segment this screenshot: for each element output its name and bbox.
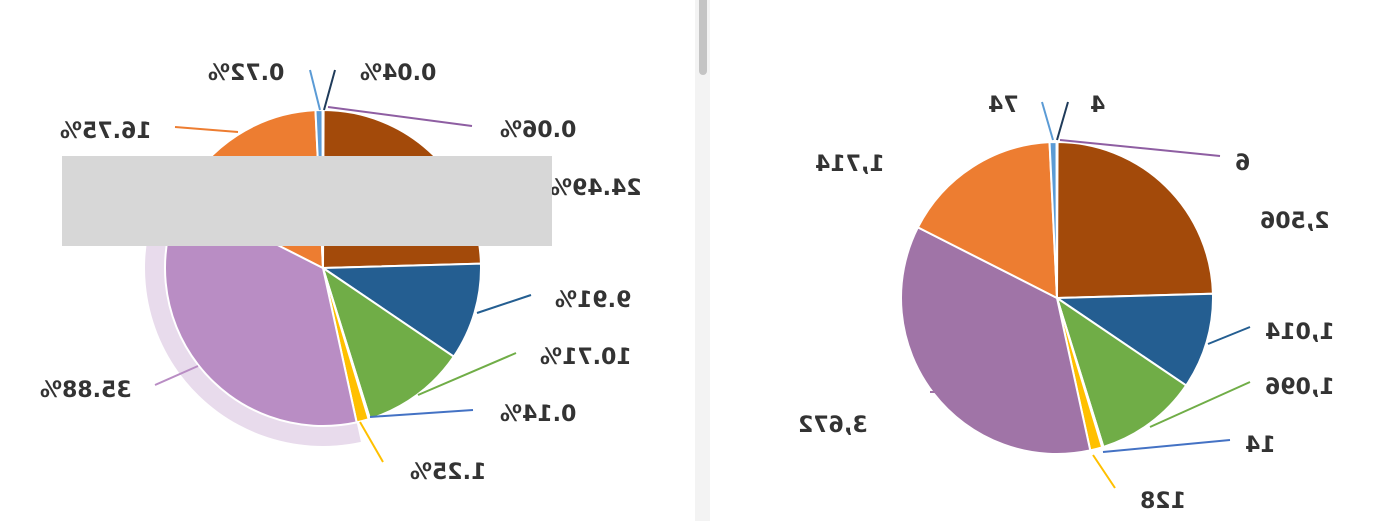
pie-slice[interactable] bbox=[1055, 295, 1188, 449]
slice-data-label: 74 bbox=[988, 93, 1019, 118]
slice-data-label: 0.04% bbox=[360, 61, 436, 86]
slice-data-label: 1,714 bbox=[815, 152, 885, 177]
left-pie-panel: 0.06% 24.49% 9.91% 10.71% 0.14% 1.25% 35.88% 16… bbox=[0, 0, 695, 521]
right-pie-panel: 6 2,506 1,014 1,096 14 128 3,672 1,714 74 4 bbox=[710, 0, 1396, 521]
pie-slice[interactable] bbox=[916, 141, 1059, 300]
slice-data-label: 0.72% bbox=[208, 61, 284, 86]
left-pie-chart[interactable]: 0.06% 24.49% 9.91% 10.71% 0.14% 1.25% 35.88% 16… bbox=[0, 0, 695, 521]
slice-data-label: 2,506 bbox=[1260, 209, 1330, 234]
leader-line bbox=[1092, 454, 1116, 489]
slice-data-label: 3,672 bbox=[798, 413, 868, 438]
leader-line bbox=[323, 69, 336, 111]
slice-data-label: 10.71% bbox=[540, 345, 632, 370]
slice-data-label: 24.49% bbox=[550, 176, 642, 201]
pie-slices bbox=[900, 140, 1214, 455]
pie-slice[interactable] bbox=[1053, 292, 1214, 387]
pie-slice[interactable] bbox=[319, 262, 482, 359]
leader-line bbox=[417, 352, 517, 396]
slice-data-label: 1,096 bbox=[1265, 375, 1335, 400]
leader-line bbox=[369, 409, 474, 418]
scrollbar-thumb[interactable] bbox=[699, 0, 707, 75]
leader-line bbox=[309, 69, 321, 111]
slice-data-label: 35.88% bbox=[40, 378, 132, 403]
scrollbar-track[interactable] bbox=[695, 0, 710, 521]
slice-data-label: 1,014 bbox=[1265, 320, 1335, 345]
leader-line bbox=[1207, 326, 1251, 345]
leader-line bbox=[1102, 439, 1231, 453]
slice-data-label: 1.25% bbox=[410, 460, 486, 485]
leader-line bbox=[174, 126, 239, 133]
slice-data-label: 9.91% bbox=[555, 288, 631, 313]
pie-slices bbox=[145, 108, 482, 446]
leader-line bbox=[327, 106, 473, 127]
slice-data-label: 14 bbox=[1245, 433, 1276, 458]
right-pie-chart[interactable]: 6 2,506 1,014 1,096 14 128 3,672 1,714 74 4 bbox=[710, 0, 1396, 521]
slice-data-label: 128 bbox=[1140, 489, 1186, 514]
chart-tooltip bbox=[62, 156, 552, 246]
leader-line bbox=[1056, 101, 1069, 141]
pie-slice[interactable] bbox=[1055, 140, 1214, 300]
leader-line bbox=[359, 421, 384, 463]
slice-data-label: 0.14% bbox=[500, 402, 576, 427]
leader-line bbox=[476, 294, 532, 314]
slice-data-label: 16.75% bbox=[60, 119, 152, 144]
leader-line bbox=[1041, 101, 1054, 141]
leader-line bbox=[1149, 381, 1251, 428]
slice-data-label: 0.06% bbox=[500, 118, 576, 143]
slice-data-label: 4 bbox=[1090, 93, 1105, 118]
leader-line bbox=[1059, 139, 1221, 157]
slice-data-label: 6 bbox=[1235, 151, 1250, 176]
leader-line bbox=[154, 365, 199, 386]
pie-slice[interactable] bbox=[900, 226, 1092, 455]
